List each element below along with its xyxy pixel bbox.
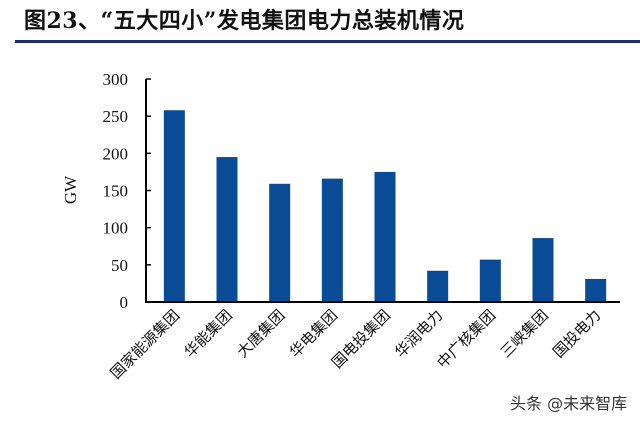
figure-title: 图23、“五大四小”发电集团电力总装机情况 (24, 8, 465, 34)
x-tick-label: 华能集团 (181, 306, 236, 361)
bar (585, 278, 607, 302)
bar (321, 178, 343, 302)
y-tick-label: 200 (103, 144, 129, 163)
watermark: 头条 @未来智库 (510, 394, 628, 413)
x-tick-label: 国投电力 (549, 306, 604, 361)
y-tick-label: 250 (103, 107, 129, 126)
y-tick-label: 150 (103, 182, 129, 201)
x-tick-label: 三峡集团 (497, 306, 552, 361)
y-tick-label: 0 (120, 293, 129, 312)
x-tick-label: 国家能源集团 (107, 306, 183, 382)
y-axis: 0 50 100 150 200 250 300 (103, 70, 151, 312)
y-axis-label: GW (61, 175, 80, 204)
bar (479, 259, 501, 302)
bar (269, 183, 291, 302)
y-tick-label: 100 (103, 219, 129, 238)
y-tick-label: 50 (111, 256, 128, 275)
bar (532, 238, 554, 302)
bar (374, 171, 396, 302)
bars (163, 110, 607, 302)
bar (216, 157, 238, 302)
x-tick-label: 大唐集团 (233, 306, 288, 361)
y-tick-label: 300 (103, 70, 129, 89)
bar (163, 110, 185, 302)
title-underline (15, 40, 640, 43)
bar (427, 270, 449, 302)
